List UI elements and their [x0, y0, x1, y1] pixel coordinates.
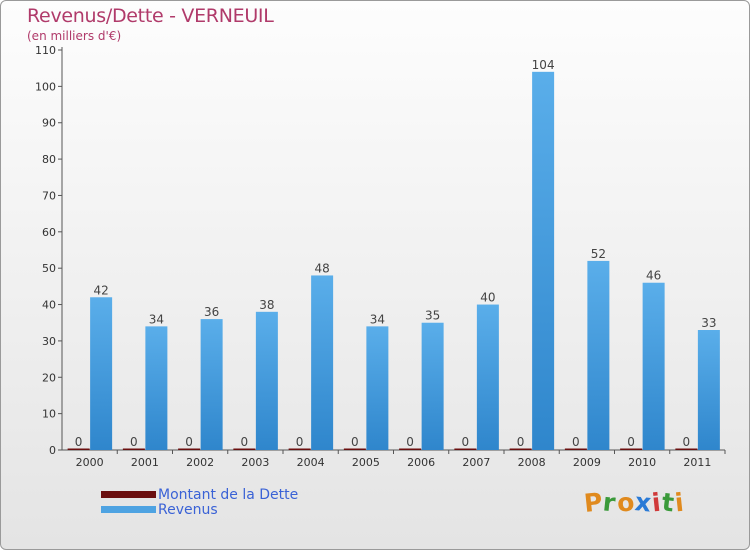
x-tick-label: 2000 [76, 456, 104, 469]
x-tick-label: 2001 [131, 456, 159, 469]
legend: Montant de la Dette Revenus [101, 486, 299, 518]
bar-revenus [697, 330, 720, 450]
x-tick-label: 2005 [352, 456, 380, 469]
data-label-revenus: 104 [532, 58, 555, 72]
x-tick-label: 2002 [186, 456, 214, 469]
bar-revenus [642, 282, 665, 450]
bar-revenus [476, 304, 499, 450]
data-label-revenus: 40 [480, 291, 495, 305]
data-label-dette: 0 [683, 435, 691, 449]
x-tick-label: 2003 [241, 456, 269, 469]
bar-dette [233, 448, 256, 450]
data-label-revenus: 42 [93, 283, 108, 297]
data-label-dette: 0 [406, 435, 414, 449]
data-label-revenus: 34 [149, 312, 164, 326]
bar-revenus [255, 311, 278, 450]
y-tick-label: 70 [42, 189, 56, 202]
legend-item-revenus: Revenus [101, 501, 298, 518]
bar-dette [454, 448, 477, 450]
bar-dette [620, 448, 643, 450]
data-label-revenus: 36 [204, 305, 219, 319]
y-tick-label: 50 [42, 262, 56, 275]
bar-dette [288, 448, 311, 450]
data-label-dette: 0 [75, 435, 83, 449]
legend-swatch-revenus [101, 506, 156, 513]
data-label-dette: 0 [296, 435, 304, 449]
bar-revenus [421, 322, 444, 450]
data-label-revenus: 34 [370, 312, 385, 326]
legend-swatch-dette [101, 491, 156, 498]
data-label-revenus: 46 [646, 269, 661, 283]
bar-dette [399, 448, 422, 450]
data-label-revenus: 38 [259, 298, 274, 312]
x-tick-label: 2006 [407, 456, 435, 469]
x-tick-label: 2008 [518, 456, 546, 469]
bar-revenus [311, 275, 334, 450]
x-tick-label: 2009 [573, 456, 601, 469]
bar-dette [67, 448, 90, 450]
legend-label-revenus: Revenus [158, 501, 218, 518]
bars [67, 71, 720, 451]
y-tick-label: 10 [42, 408, 56, 421]
data-label-dette: 0 [241, 435, 249, 449]
bar-revenus [200, 319, 223, 450]
bar-revenus [90, 297, 113, 450]
y-tick-label: 80 [42, 153, 56, 166]
y-tick-label: 40 [42, 299, 56, 312]
legend-label-dette: Montant de la Dette [158, 486, 299, 503]
data-label-dette: 0 [130, 435, 138, 449]
bar-revenus [366, 326, 389, 450]
data-label-revenus: 48 [314, 261, 329, 275]
y-tick-label: 30 [42, 335, 56, 348]
y-tick-label: 100 [35, 80, 56, 93]
chart-title: Revenus/Dette - VERNEUIL [27, 5, 274, 27]
y-tick-label: 60 [42, 226, 56, 239]
axes: 0 10 20 30 40 50 60 70 80 90 100 110 2000 2001 2002 200… [35, 44, 726, 469]
legend-item-dette: Montant de la Dette [101, 486, 299, 503]
x-tick-label: 2007 [462, 456, 490, 469]
y-tick-label: 20 [42, 371, 56, 384]
proxiti-logo: Proxiti [583, 487, 686, 518]
x-tick-label: 2010 [628, 456, 656, 469]
bar-dette [178, 448, 201, 450]
data-label-revenus: 52 [591, 247, 606, 261]
chart-subtitle: (en milliers d'€) [27, 29, 122, 43]
y-tick-label: 0 [49, 444, 56, 457]
x-tick-label: 2011 [683, 456, 711, 469]
data-label-revenus: 33 [701, 316, 716, 330]
data-label-dette: 0 [572, 435, 580, 449]
bar-dette [343, 448, 366, 450]
bar-revenus [145, 326, 168, 450]
bar-revenus [532, 71, 555, 451]
y-tick-label: 90 [42, 117, 56, 130]
y-tick-label: 110 [35, 44, 56, 57]
x-tick-label: 2004 [297, 456, 325, 469]
data-label-dette: 0 [462, 435, 470, 449]
data-label-dette: 0 [627, 435, 635, 449]
bar-dette [509, 448, 532, 450]
bar-dette [675, 448, 698, 450]
bar-revenus [587, 260, 610, 450]
data-label-dette: 0 [351, 435, 359, 449]
data-label-revenus: 35 [425, 309, 440, 323]
bar-dette [564, 448, 587, 450]
bar-dette [122, 448, 145, 450]
logo-letter: i [673, 487, 686, 518]
data-label-dette: 0 [185, 435, 193, 449]
data-labels: 0 42 0 34 0 36 0 38 0 48 0 34 0 35 0 40 0 104 0 52 0 46 0 33 [75, 58, 717, 449]
data-label-dette: 0 [517, 435, 525, 449]
